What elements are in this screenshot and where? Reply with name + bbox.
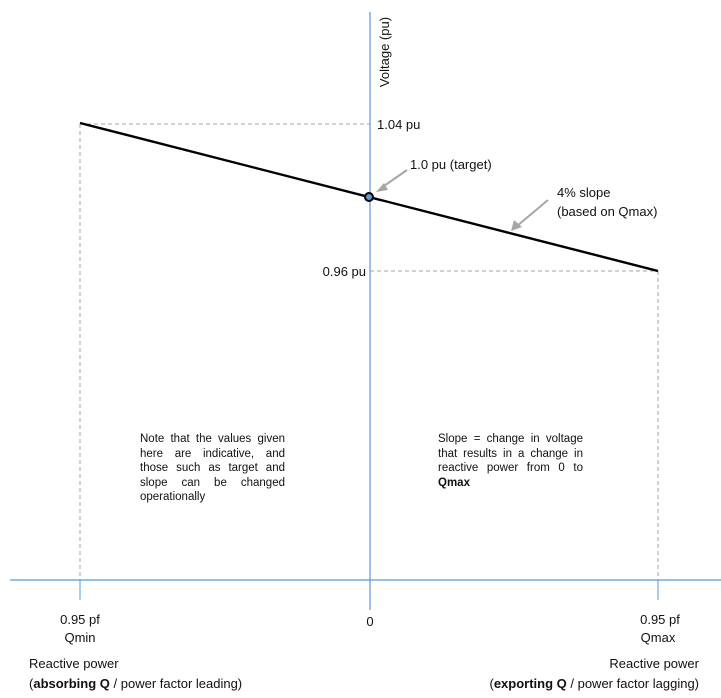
- target-label: 1.0 pu (target): [410, 157, 492, 172]
- left-bold: absorbing Q: [33, 676, 110, 691]
- note-right-bold: Qmax: [438, 476, 470, 489]
- lower-voltage-label: 0.96 pu: [322, 264, 366, 279]
- left-q-label: Qmin: [64, 630, 96, 645]
- note-right: Slope = change in voltage that results i…: [438, 432, 583, 490]
- guide-lines: [79, 123, 659, 580]
- left-paren: (: [29, 676, 34, 691]
- note-left: Note that the values given here are indi…: [140, 433, 285, 503]
- x-axis-ticks: [79, 580, 659, 600]
- left-rest: / power factor leading): [109, 676, 243, 691]
- left-axis-label: Reactive power: [29, 656, 119, 671]
- right-axis-label: Reactive power: [609, 656, 699, 671]
- slope-label-line2: (based on Qmax): [557, 204, 658, 219]
- target-arrow: [376, 169, 408, 192]
- right-rest: / power factor lagging): [566, 676, 699, 691]
- left-description: (absorbing Q / power factor leading): [29, 676, 242, 692]
- right-pf-label: 0.95 pf: [640, 612, 680, 627]
- target-point-marker: [364, 192, 374, 202]
- slope-label-line1: 4% slope: [557, 185, 611, 200]
- left-pf-label: 0.95 pf: [60, 612, 100, 627]
- slope-arrow: [511, 199, 549, 231]
- right-description: (exporting Q / power factor lagging): [489, 676, 699, 692]
- right-bold: exporting Q: [493, 676, 567, 691]
- right-q-label: Qmax: [640, 630, 676, 645]
- origin-label: 0: [366, 614, 374, 629]
- note-right-text: Slope = change in voltage that results i…: [438, 433, 583, 474]
- upper-voltage-label: 1.04 pu: [377, 117, 421, 132]
- right-paren: (: [489, 676, 494, 691]
- y-axis-label: Voltage (pu): [377, 16, 392, 88]
